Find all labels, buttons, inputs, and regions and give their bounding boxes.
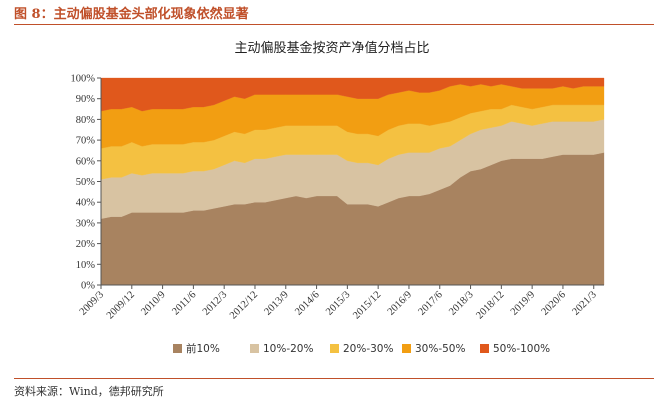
y-tick-label: 60%	[76, 156, 96, 167]
x-tick-label: 2013/9	[262, 289, 290, 317]
legend-swatch	[330, 344, 339, 353]
y-tick-label: 70%	[76, 136, 96, 147]
x-tick-label: 2009/12	[105, 289, 137, 321]
legend-label: 30%-50%	[415, 343, 465, 355]
x-tick-label: 2020/6	[540, 289, 568, 317]
x-tick-label: 2018/3	[447, 289, 475, 317]
x-tick-label: 2018/12	[474, 289, 506, 321]
x-tick-label: 2009/3	[78, 289, 106, 317]
x-tick-label: 2016/9	[386, 289, 414, 317]
stacked-area-chart: 主动偏股基金按资产净值分档占比 0% 10% 20% 30% 40% 50% 60% 70% 8…	[71, 40, 605, 355]
chart-title: 主动偏股基金按资产净值分档占比	[234, 40, 429, 56]
y-tick-label: 100%	[71, 74, 96, 85]
x-tick-label: 2014/6	[293, 289, 321, 317]
y-tick-label: 90%	[76, 94, 96, 105]
legend-swatch	[402, 344, 411, 353]
y-tick-label: 30%	[76, 218, 96, 229]
legend: 前10% 10%-20% 20%-30% 30%-50% 50%-100%	[173, 342, 550, 355]
figure-title: 图 8：主动偏股基金头部化现象依然显著	[14, 7, 249, 22]
x-tick-label: 2015/12	[351, 289, 383, 321]
source-rule	[14, 378, 654, 379]
legend-label: 10%-20%	[263, 343, 313, 355]
y-tick-label: 10%	[76, 260, 96, 271]
x-tick-label: 2021/3	[570, 289, 598, 317]
legend-label: 前10%	[186, 342, 220, 355]
y-tick-label: 20%	[76, 239, 96, 250]
legend-swatch	[480, 344, 489, 353]
x-tick-label: 2011/6	[170, 289, 198, 317]
x-tick-label: 2015/3	[324, 289, 352, 317]
x-tick-label: 2012/12	[228, 289, 260, 321]
x-tick-label: 2017/6	[416, 289, 444, 317]
y-tick-label: 40%	[76, 198, 96, 209]
x-tick-label: 2019/9	[509, 289, 537, 317]
legend-label: 20%-30%	[343, 343, 393, 355]
source-note: 资料来源：Wind，德邦研究所	[14, 385, 164, 398]
legend-swatch	[173, 344, 182, 353]
series-area-5	[100, 77, 605, 112]
y-axis-ticks: 0% 10% 20% 30% 40% 50% 60% 70% 80% 90% 100%	[71, 74, 101, 292]
y-tick-label: 80%	[76, 115, 96, 126]
series-areas	[100, 77, 605, 286]
legend-label: 50%-100%	[493, 343, 550, 355]
y-tick-label: 0%	[81, 281, 95, 292]
legend-swatch	[250, 344, 259, 353]
x-tick-label: 2010/9	[139, 289, 167, 317]
x-tick-label: 2012/3	[201, 289, 229, 317]
title-rule	[14, 24, 654, 25]
y-tick-label: 50%	[76, 177, 96, 188]
